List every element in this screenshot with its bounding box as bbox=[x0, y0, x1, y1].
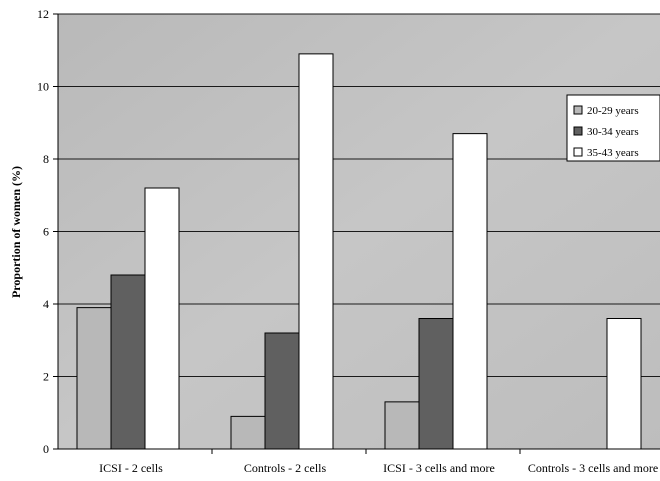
legend-swatch-1 bbox=[573, 105, 583, 115]
legend-label-3: 35-43 years bbox=[587, 147, 639, 159]
y-tick-label-2: 4 bbox=[43, 297, 49, 311]
legend-swatch-3 bbox=[573, 147, 583, 157]
bar-3-series-1 bbox=[384, 401, 420, 450]
y-tick-label-3: 6 bbox=[43, 225, 49, 239]
y-tick-label-4: 8 bbox=[43, 152, 49, 166]
bar-1-series-2 bbox=[110, 274, 146, 450]
y-axis-title: Proportion of women (%) bbox=[9, 166, 23, 298]
x-category-label-3: ICSI - 3 cells and more bbox=[383, 461, 495, 475]
bar-2-series-2 bbox=[264, 332, 300, 450]
legend-label-1: 20-29 years bbox=[587, 105, 639, 117]
bar-4-series-3 bbox=[606, 318, 642, 450]
axes: 0 2 4 6 8 10 12 ICSI - 2 cells Controls - 2 cell… bbox=[37, 7, 660, 475]
y-tick-label-6: 12 bbox=[37, 7, 49, 21]
legend: 20-29 years 30-34 years 35-43 years bbox=[566, 94, 660, 162]
bar-1-series-3 bbox=[144, 187, 180, 450]
x-category-label-4: Controls - 3 cells and more bbox=[528, 461, 658, 475]
y-tick-label-0: 0 bbox=[43, 442, 49, 456]
legend-swatch-2 bbox=[573, 126, 583, 136]
x-category-label-1: ICSI - 2 cells bbox=[99, 461, 163, 475]
y-tick-label-5: 10 bbox=[37, 80, 49, 94]
x-category-label-2: Controls - 2 cells bbox=[244, 461, 327, 475]
bars bbox=[76, 53, 642, 450]
bar-3-series-3 bbox=[452, 133, 488, 450]
y-tick-label-1: 2 bbox=[43, 370, 49, 384]
bar-2-series-1 bbox=[230, 415, 266, 450]
bar-1-series-1 bbox=[76, 307, 112, 450]
bar-3-series-2 bbox=[418, 318, 454, 450]
bar-2-series-3 bbox=[298, 53, 334, 450]
legend-label-2: 30-34 years bbox=[587, 126, 639, 138]
